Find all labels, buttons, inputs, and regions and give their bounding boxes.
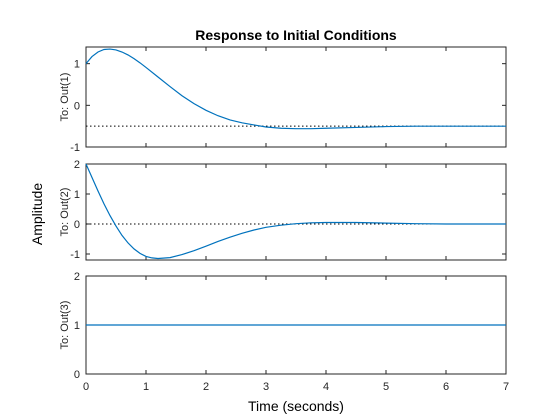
subplot-2-response-line bbox=[85, 163, 506, 260]
subplot-2-ytick-label-1: 0 bbox=[74, 219, 80, 231]
subplot-2-ytick-label-2: 1 bbox=[74, 189, 80, 201]
xtick-label-4: 4 bbox=[323, 381, 329, 393]
subplot-1-frame bbox=[85, 46, 507, 148]
subplot-1-ytick-label-1: 0 bbox=[74, 100, 80, 112]
subplot-1-ylabel: To: Out(1) bbox=[59, 73, 71, 122]
subplot-3-ytick-label-2: 2 bbox=[74, 271, 80, 283]
subplot-2-ytick-label-0: -1 bbox=[70, 249, 80, 261]
subplot-2-frame bbox=[85, 163, 507, 261]
chart-title: Response to Initial Conditions bbox=[195, 27, 397, 43]
xtick-label-3: 3 bbox=[263, 381, 269, 393]
subplot-3-ylabel: To: Out(3) bbox=[59, 301, 71, 350]
subplot-3-ytick-label-0: 0 bbox=[74, 369, 80, 381]
subplot-2-ylabel: To: Out(2) bbox=[59, 188, 71, 237]
subplot-2-ytick-label-3: 2 bbox=[74, 159, 80, 171]
subplot-1-response-line bbox=[85, 48, 506, 130]
subplot-1-ytick-label-0: -1 bbox=[70, 142, 80, 154]
xtick-label-1: 1 bbox=[143, 381, 149, 393]
xtick-label-2: 2 bbox=[203, 381, 209, 393]
xtick-label-0: 0 bbox=[83, 381, 89, 393]
x-axis-label: Time (seconds) bbox=[248, 398, 344, 414]
subplot-1-ytick-label-2: 1 bbox=[74, 59, 80, 71]
y-axis-label: Amplitude bbox=[29, 183, 45, 245]
xtick-label-6: 6 bbox=[443, 381, 449, 393]
xtick-label-5: 5 bbox=[383, 381, 389, 393]
xtick-label-7: 7 bbox=[503, 381, 509, 393]
subplot-3-ytick-label-1: 1 bbox=[74, 320, 80, 332]
